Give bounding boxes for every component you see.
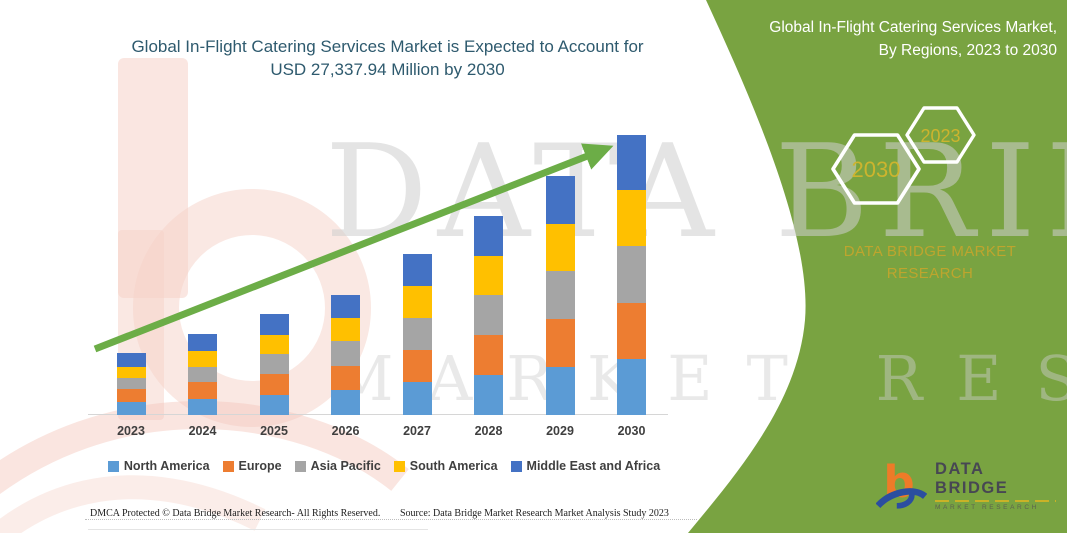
segment-2028-north-america (474, 374, 503, 415)
panel-title-line1: Global In-Flight Catering Services Marke… (769, 19, 1057, 36)
segment-2026-asia-pacific (331, 341, 360, 366)
segment-2026-south-america (331, 317, 360, 342)
logo-rule (935, 499, 1056, 502)
bar-2030 (617, 135, 646, 415)
legend-item-middle-east-and-africa: Middle East and Africa (510, 459, 661, 473)
segment-2027-europe (402, 350, 432, 383)
segment-2024-europe (188, 382, 217, 399)
panel-brand-text: DATA BRIDGE MARKET RESEARCH (825, 241, 1035, 285)
svg-text:2030: 2030 (852, 157, 901, 182)
data-bridge-logo: b DATA BRIDGE MARKET RESEARCH (876, 450, 1056, 520)
x-axis-line (88, 414, 668, 415)
footer-divider (85, 519, 697, 520)
segment-2029-south-america (545, 223, 575, 272)
segment-2023-europe (116, 389, 146, 403)
panel-title: Global In-Flight Catering Services Marke… (687, 16, 1057, 63)
segment-2028-europe (474, 334, 503, 375)
x-label-2029: 2029 (546, 424, 574, 438)
chart-title-line2: USD 27,337.94 Million by 2030 (270, 59, 505, 79)
segment-2026-north-america (331, 389, 360, 415)
svg-text:2023: 2023 (920, 126, 960, 146)
legend-swatch-icon (107, 460, 119, 472)
x-label-2028: 2028 (474, 424, 503, 438)
panel-title-line2: By Regions, 2023 to 2030 (878, 42, 1057, 60)
segment-2026-europe (331, 365, 360, 390)
segment-2027-middle-east-and-africa (402, 254, 432, 287)
x-label-2023: 2023 (117, 424, 145, 438)
x-label-2025: 2025 (260, 424, 288, 438)
segment-2030-middle-east-and-africa (617, 135, 646, 191)
segment-2023-north-america (116, 402, 146, 415)
footer-source: Source: Data Bridge Market Research Mark… (400, 508, 669, 519)
x-label-2024: 2024 (188, 424, 217, 438)
segment-2025-europe (259, 374, 289, 395)
legend-swatch-icon (393, 460, 405, 472)
legend-label: Middle East and Africa (526, 459, 661, 473)
bar-2026 (331, 294, 360, 415)
segment-2028-south-america (474, 255, 503, 296)
segment-2023-middle-east-and-africa (116, 352, 146, 367)
logo-name: DATA BRIDGE (935, 459, 1009, 497)
segment-2024-middle-east-and-africa (188, 334, 217, 352)
bar-2024 (188, 334, 217, 415)
segment-2029-middle-east-and-africa (545, 175, 575, 224)
year-hexagons: 2030 2023 (831, 106, 976, 205)
legend-label: Asia Pacific (310, 459, 381, 473)
bar-2025 (259, 313, 289, 415)
segment-2030-asia-pacific (617, 245, 646, 303)
segment-2023-asia-pacific (116, 377, 146, 390)
segment-2030-europe (617, 302, 646, 359)
chart-legend: North America Europe Asia Pacific South Ame… (88, 459, 680, 473)
bar-2027 (402, 254, 432, 415)
legend-item-asia-pacific: Asia Pacific (294, 459, 381, 473)
hexagon-2023: 2023 (905, 106, 976, 164)
x-label-2026: 2026 (331, 424, 360, 438)
legend-swatch-icon (510, 460, 522, 472)
segment-2024-north-america (188, 398, 217, 415)
segment-2026-middle-east-and-africa (331, 294, 360, 318)
legend-item-south-america: South America (393, 459, 498, 473)
x-label-2030: 2030 (617, 424, 646, 438)
bar-2028 (474, 215, 503, 415)
legend-label: Europe (238, 459, 282, 473)
segment-2025-middle-east-and-africa (259, 313, 289, 335)
panel-brand-line2: RESEARCH (886, 264, 974, 282)
legend-label: South America (409, 459, 498, 473)
segment-2025-south-america (259, 334, 289, 355)
segment-2024-asia-pacific (188, 366, 217, 383)
segment-2029-north-america (545, 366, 575, 415)
segment-2028-asia-pacific (474, 295, 503, 335)
footer-faint-line (88, 529, 428, 530)
chart-title: Global In-Flight Catering Services Marke… (95, 36, 680, 82)
x-label-2027: 2027 (403, 424, 431, 438)
segment-2030-north-america (617, 358, 646, 415)
logo-b-icon: b (876, 457, 928, 509)
panel-brand-line1: DATA BRIDGE MARKET (843, 243, 1017, 260)
segment-2025-north-america (259, 394, 289, 415)
bar-2029 (545, 175, 575, 415)
segment-2028-middle-east-and-africa (474, 215, 503, 256)
bar-2023 (116, 352, 146, 415)
legend-swatch-icon (222, 460, 234, 472)
footer-dmca: DMCA Protected © Data Bridge Market Rese… (90, 508, 381, 519)
segment-2030-south-america (617, 190, 646, 246)
segment-2024-south-america (188, 351, 217, 367)
segment-2027-south-america (402, 286, 432, 318)
hexagon-2030: 2030 (831, 133, 921, 205)
segment-2023-south-america (116, 366, 146, 378)
legend-item-europe: Europe (222, 459, 282, 473)
legend-swatch-icon (294, 460, 306, 472)
chart-title-line1: Global In-Flight Catering Services Marke… (131, 37, 644, 56)
logo-tagline: MARKET RESEARCH (935, 503, 1039, 511)
segment-2027-asia-pacific (402, 317, 432, 351)
segment-2029-europe (545, 319, 575, 367)
segment-2029-asia-pacific (545, 271, 575, 320)
segment-2027-north-america (402, 382, 432, 415)
legend-item-north-america: North America (107, 459, 210, 473)
segment-2025-asia-pacific (259, 354, 289, 375)
legend-label: North America (123, 459, 210, 473)
